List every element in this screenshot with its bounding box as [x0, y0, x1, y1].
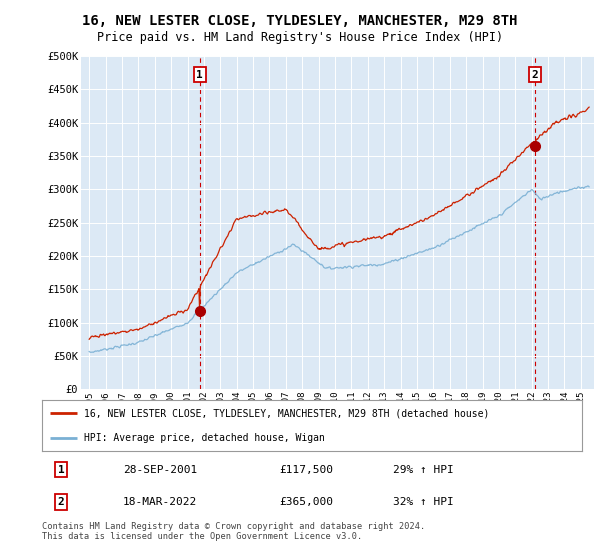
Text: £365,000: £365,000 [280, 497, 334, 507]
Text: 1: 1 [58, 465, 64, 475]
Text: 18-MAR-2022: 18-MAR-2022 [123, 497, 197, 507]
Text: 2: 2 [532, 69, 539, 80]
Text: 28-SEP-2001: 28-SEP-2001 [123, 465, 197, 475]
Text: 2: 2 [58, 497, 64, 507]
Text: 32% ↑ HPI: 32% ↑ HPI [393, 497, 454, 507]
Text: 1: 1 [196, 69, 203, 80]
Text: 16, NEW LESTER CLOSE, TYLDESLEY, MANCHESTER, M29 8TH: 16, NEW LESTER CLOSE, TYLDESLEY, MANCHES… [82, 14, 518, 28]
Text: 29% ↑ HPI: 29% ↑ HPI [393, 465, 454, 475]
Text: Contains HM Land Registry data © Crown copyright and database right 2024.
This d: Contains HM Land Registry data © Crown c… [42, 522, 425, 542]
Text: Price paid vs. HM Land Registry's House Price Index (HPI): Price paid vs. HM Land Registry's House … [97, 31, 503, 44]
Text: HPI: Average price, detached house, Wigan: HPI: Average price, detached house, Wiga… [84, 433, 325, 443]
Text: £117,500: £117,500 [280, 465, 334, 475]
Text: 16, NEW LESTER CLOSE, TYLDESLEY, MANCHESTER, M29 8TH (detached house): 16, NEW LESTER CLOSE, TYLDESLEY, MANCHES… [84, 408, 490, 418]
